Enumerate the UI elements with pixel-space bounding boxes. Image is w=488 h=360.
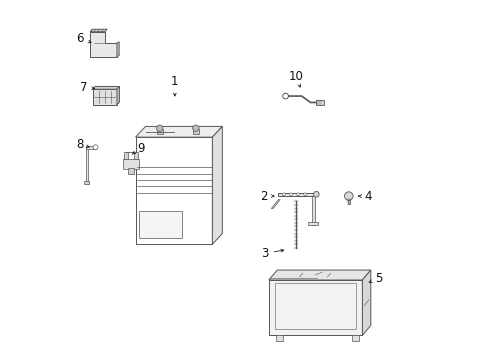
Bar	[192, 129, 199, 134]
Bar	[311, 196, 314, 225]
Polygon shape	[117, 86, 119, 105]
Circle shape	[282, 93, 288, 99]
Text: 10: 10	[288, 70, 303, 87]
Polygon shape	[278, 193, 313, 196]
Bar	[135, 137, 212, 244]
Bar	[139, 211, 181, 238]
Bar	[124, 152, 127, 158]
Polygon shape	[90, 32, 117, 57]
Bar	[134, 152, 138, 158]
Text: 5: 5	[368, 272, 381, 285]
Bar	[275, 283, 355, 329]
Text: 1: 1	[171, 75, 178, 96]
Circle shape	[344, 192, 352, 201]
Bar	[347, 196, 349, 204]
Bar	[307, 222, 317, 225]
Polygon shape	[117, 42, 119, 57]
Bar	[127, 168, 134, 174]
Polygon shape	[271, 200, 280, 208]
Polygon shape	[90, 29, 107, 32]
Text: 3: 3	[261, 247, 283, 260]
Bar	[268, 280, 362, 336]
Text: 6: 6	[76, 32, 91, 45]
Polygon shape	[362, 270, 370, 336]
Circle shape	[282, 193, 285, 196]
Bar	[275, 336, 283, 341]
Text: 9: 9	[132, 142, 144, 155]
Text: 7: 7	[80, 81, 94, 94]
Circle shape	[303, 193, 306, 196]
Text: 2: 2	[260, 190, 273, 203]
Bar	[85, 146, 95, 149]
Circle shape	[156, 125, 163, 131]
Polygon shape	[212, 126, 222, 244]
Bar	[315, 100, 323, 105]
Text: 8: 8	[76, 139, 89, 152]
Polygon shape	[135, 126, 222, 137]
Text: 4: 4	[358, 190, 371, 203]
Bar	[85, 146, 88, 184]
Circle shape	[296, 193, 299, 196]
Circle shape	[289, 193, 292, 196]
Polygon shape	[268, 270, 370, 280]
Circle shape	[192, 125, 199, 131]
Circle shape	[93, 145, 98, 150]
Polygon shape	[93, 86, 119, 89]
Bar	[93, 89, 117, 105]
Circle shape	[313, 192, 319, 197]
Bar	[351, 336, 358, 341]
Bar	[156, 129, 163, 134]
Bar	[84, 181, 89, 184]
Bar	[123, 158, 139, 168]
